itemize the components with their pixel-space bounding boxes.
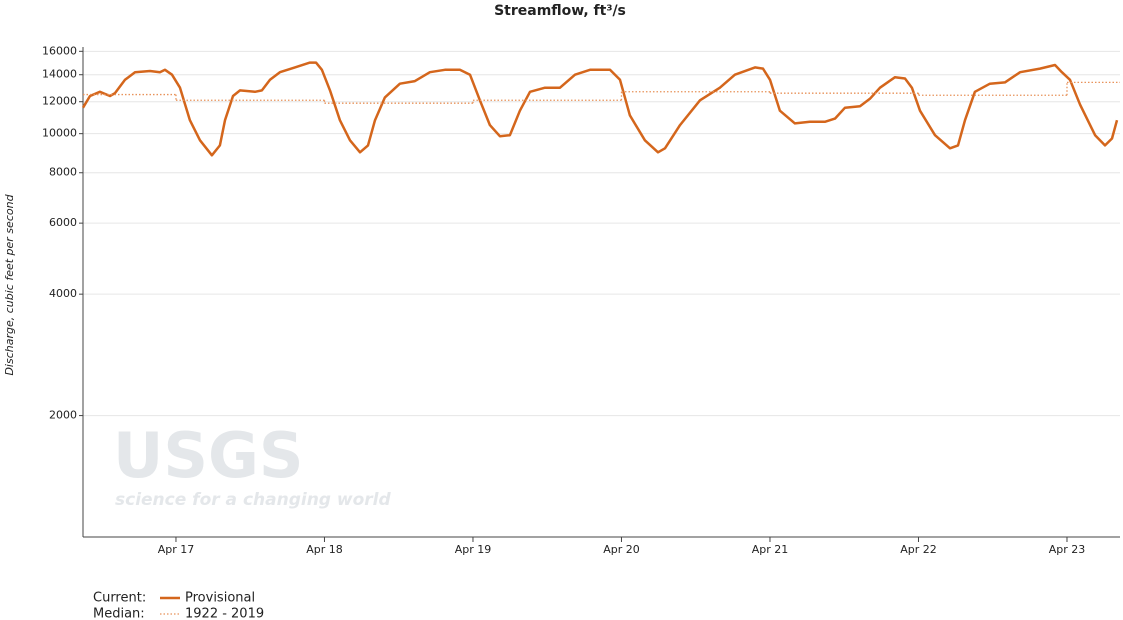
y-tick-label: 12000 — [42, 95, 77, 108]
legend-label: 1922 - 2019 — [185, 607, 264, 620]
data-line — [81, 61, 1119, 157]
x-tick-label: Apr 20 — [603, 543, 640, 556]
x-tick-label: Apr 19 — [455, 543, 492, 556]
y-tick-label: 8000 — [49, 166, 77, 179]
legend-group: Current: — [93, 591, 146, 606]
x-tick-label: Apr 18 — [306, 543, 343, 556]
x-tick-label: Apr 23 — [1049, 543, 1086, 556]
y-tick-label: 6000 — [49, 216, 77, 229]
x-tick-label: Apr 21 — [752, 543, 789, 556]
legend-label: Provisional — [185, 591, 255, 606]
y-tick-label: 2000 — [49, 409, 77, 422]
x-tick-label: Apr 22 — [900, 543, 937, 556]
y-tick-label: 16000 — [42, 44, 77, 57]
chart-title: Streamflow, ft³/s — [494, 3, 626, 19]
x-tick-label: Apr 17 — [158, 543, 195, 556]
y-tick-label: 4000 — [49, 287, 77, 300]
y-tick-label: 10000 — [42, 127, 77, 140]
legend-group: Median: — [93, 607, 145, 620]
y-axis-title: Discharge, cubic feet per second — [3, 193, 16, 375]
watermark: USGS — [113, 419, 304, 492]
y-tick-label: 14000 — [42, 68, 77, 81]
watermark-tagline: science for a changing world — [115, 490, 391, 510]
